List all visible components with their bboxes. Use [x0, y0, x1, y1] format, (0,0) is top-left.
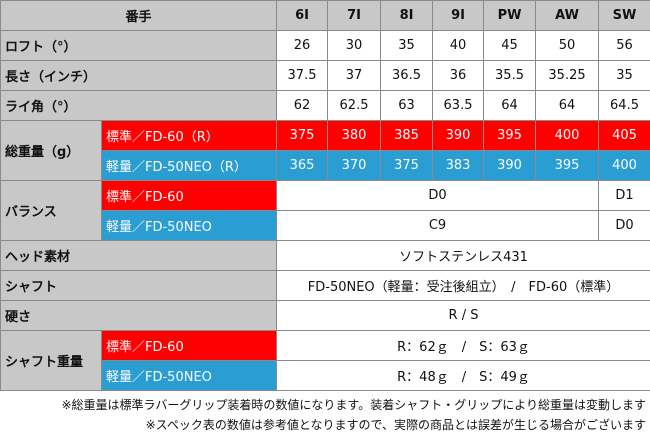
- light-label: 軽量／FD-50NEO: [100, 210, 278, 241]
- club-pw: PW: [483, 0, 537, 31]
- cell: 390: [483, 150, 537, 181]
- cell: 63: [380, 90, 434, 121]
- cell: 370: [327, 150, 382, 181]
- header-row: 番手 6I 7I 8I 9I PW AW SW: [0, 0, 650, 31]
- cell: 383: [432, 150, 485, 181]
- cell: 40: [432, 30, 485, 61]
- cell: 385: [380, 120, 434, 151]
- cell: R：48ｇ / S：49ｇ: [276, 360, 650, 391]
- light-label: 軽量／FD-50NEO（R）: [100, 150, 278, 181]
- cell: 35.5: [483, 60, 537, 91]
- cell: 30: [327, 30, 382, 61]
- standard-label: 標準／FD-60（R）: [100, 120, 278, 151]
- lie-row: ライ角（°） 62 62.5 63 63.5 64 64 64.5: [0, 90, 650, 121]
- cell: 400: [535, 120, 600, 151]
- cell: C9: [276, 210, 600, 241]
- header-label: 番手: [0, 0, 278, 31]
- cell: ソフトステンレス431: [276, 240, 650, 271]
- light-label: 軽量／FD-50NEO: [100, 360, 278, 391]
- club-8i: 8I: [380, 0, 434, 31]
- cell: 36.5: [380, 60, 434, 91]
- club-9i: 9I: [432, 0, 485, 31]
- cell: 64.5: [598, 90, 650, 121]
- head-material-row: ヘッド素材 ソフトステンレス431: [0, 240, 650, 271]
- total-weight-label: 総重量（g）: [0, 120, 102, 181]
- cell: 395: [535, 150, 600, 181]
- cell: 37: [327, 60, 382, 91]
- cell: FD-50NEO（軽量：受注後組立） / FD-60（標準）: [276, 270, 650, 301]
- total-weight-light-row: 軽量／FD-50NEO（R） 365 370 375 383 390 395 400: [1, 150, 650, 181]
- shaft-row: シャフト FD-50NEO（軽量：受注後組立） / FD-60（標準）: [0, 270, 650, 301]
- club-sw: SW: [598, 0, 650, 31]
- cell: 45: [483, 30, 537, 61]
- cell: 63.5: [432, 90, 485, 121]
- cell: 35: [598, 60, 650, 91]
- cell: R / S: [276, 300, 650, 331]
- cell: 365: [276, 150, 329, 181]
- loft-row: ロフト（°） 26 30 35 40 45 50 56: [0, 30, 650, 61]
- flex-row: 硬さ R / S: [0, 300, 650, 331]
- cell: 380: [327, 120, 382, 151]
- cell: 56: [598, 30, 650, 61]
- lie-label: ライ角（°）: [0, 90, 278, 121]
- cell: 35: [380, 30, 434, 61]
- cell: D1: [598, 180, 650, 211]
- cell: 64: [535, 90, 600, 121]
- balance-standard-row: バランス 標準／FD-60 D0 D1: [0, 180, 650, 241]
- cell: 64: [483, 90, 537, 121]
- cell: 400: [598, 150, 650, 181]
- club-7i: 7I: [327, 0, 382, 31]
- length-row: 長さ（インチ） 37.5 37 36.5 36 35.5 35.25 35: [0, 60, 650, 91]
- cell: R：62ｇ / S：63ｇ: [276, 330, 650, 361]
- shaft-weight-light-row: 軽量／FD-50NEO R：48ｇ / S：49ｇ: [1, 360, 650, 391]
- cell: 26: [276, 30, 329, 61]
- cell: D0: [598, 210, 650, 241]
- shaft-weight-label: シャフト重量: [0, 330, 102, 391]
- footnote: ※スペック表の数値は参考値となりますので、実際の商品とは誤差が生じる場合がござい…: [145, 418, 646, 432]
- club-6i: 6I: [276, 0, 329, 31]
- cell: 37.5: [276, 60, 329, 91]
- cell: 50: [535, 30, 600, 61]
- balance-label: バランス: [0, 180, 102, 241]
- cell: 390: [432, 120, 485, 151]
- standard-label: 標準／FD-60: [100, 180, 278, 211]
- cell: D0: [276, 180, 600, 211]
- total-weight-standard-row: 総重量（g） 標準／FD-60（R） 375 380 385 390 395 400 405: [0, 120, 650, 181]
- cell: 375: [276, 120, 329, 151]
- cell: 375: [380, 150, 434, 181]
- shaft-label: シャフト: [0, 270, 278, 301]
- standard-label: 標準／FD-60: [100, 330, 278, 361]
- cell: 62: [276, 90, 329, 121]
- balance-light-row: 軽量／FD-50NEO C9 D0: [1, 210, 650, 241]
- head-material-label: ヘッド素材: [0, 240, 278, 271]
- cell: 405: [598, 120, 650, 151]
- shaft-weight-standard-row: シャフト重量 標準／FD-60 R：62ｇ / S：63ｇ: [0, 330, 650, 391]
- cell: 35.25: [535, 60, 600, 91]
- footnote: ※総重量は標準ラバーグリップ装着時の数値になります。装着シャフト・グリップにより…: [61, 398, 647, 412]
- club-aw: AW: [535, 0, 600, 31]
- cell: 395: [483, 120, 537, 151]
- spec-table: 番手 6I 7I 8I 9I PW AW SW ロフト（°） 26 30 35 40 4…: [0, 0, 650, 391]
- cell: 62.5: [327, 90, 382, 121]
- flex-label: 硬さ: [0, 300, 278, 331]
- length-label: 長さ（インチ）: [0, 60, 278, 91]
- loft-label: ロフト（°）: [0, 30, 278, 61]
- cell: 36: [432, 60, 485, 91]
